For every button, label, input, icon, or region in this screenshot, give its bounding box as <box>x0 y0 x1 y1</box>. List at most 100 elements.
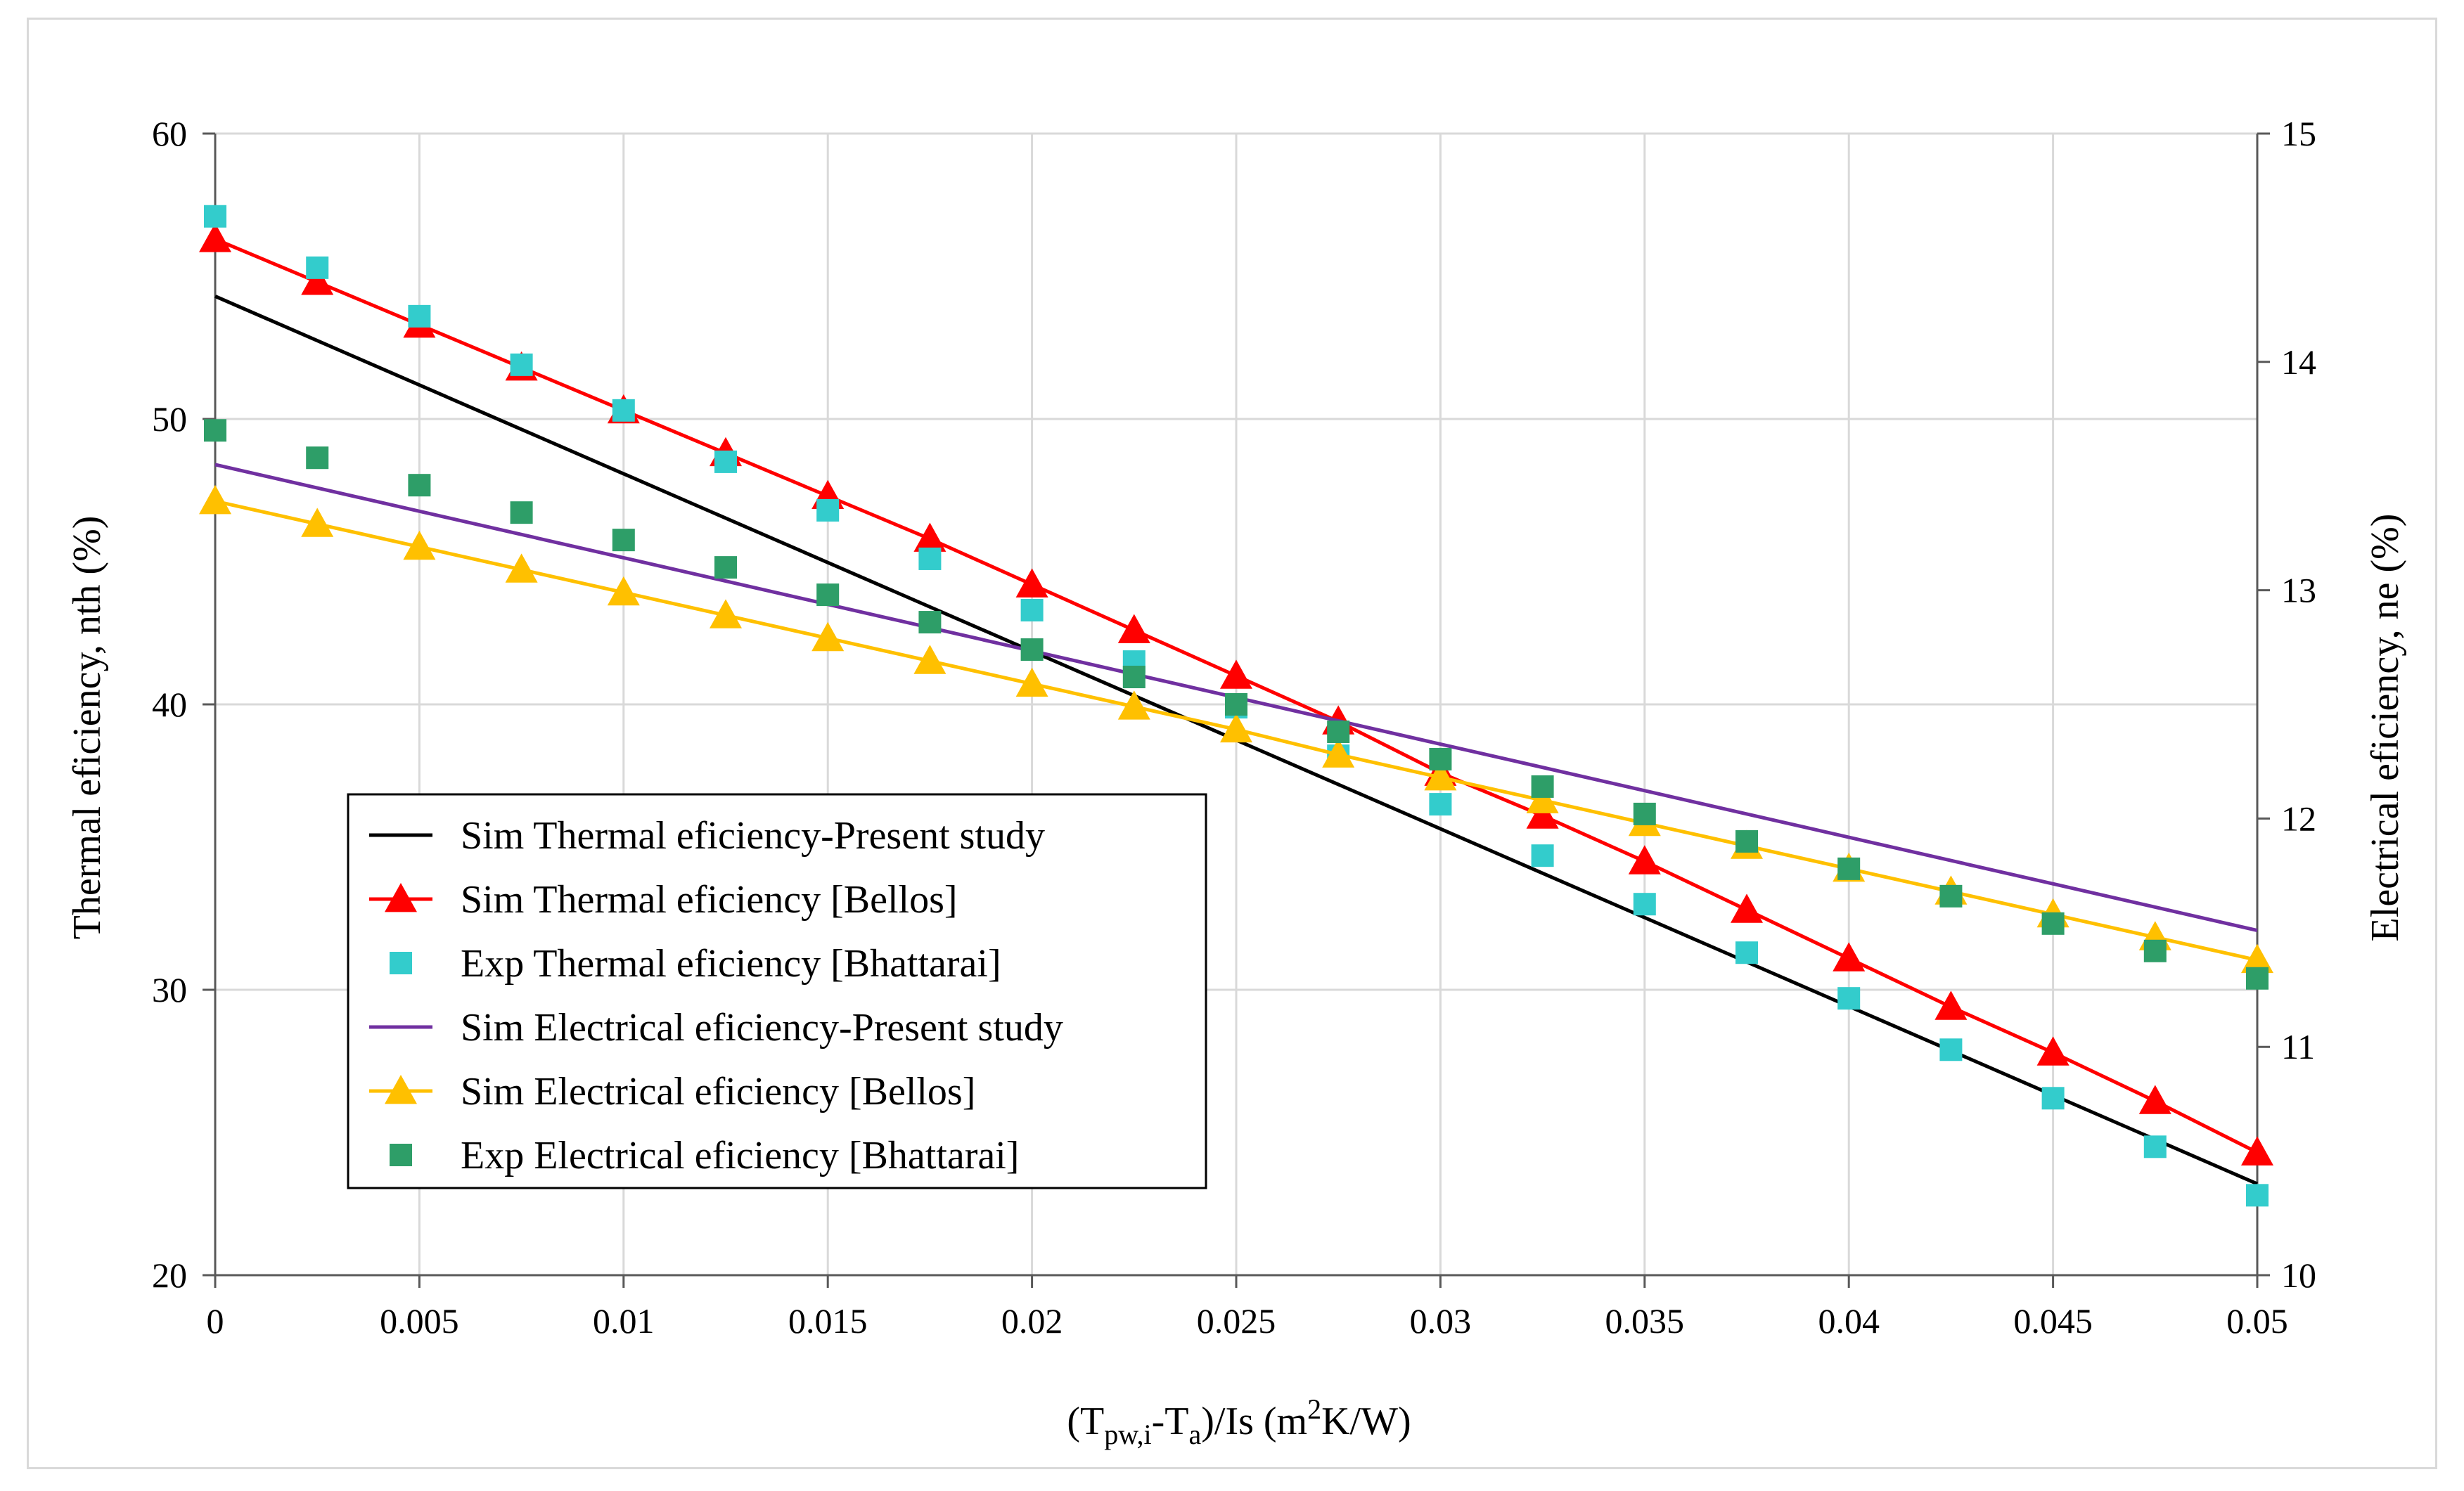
data-point-triangle <box>1117 614 1150 643</box>
data-point-triangle <box>505 553 538 583</box>
data-point-triangle <box>1322 738 1355 768</box>
legend-swatch-square <box>390 952 412 974</box>
data-point-triangle <box>1424 761 1457 791</box>
data-point-square <box>918 611 942 634</box>
data-point-square <box>408 474 431 497</box>
y-axis-right-title: Electrical eficiency, ne (%) <box>2363 514 2407 942</box>
chart-frame <box>27 18 2437 1469</box>
y-right-tick-label: 11 <box>2281 1027 2315 1066</box>
data-point-square <box>1939 1038 1963 1061</box>
legend-label: Exp Electrical eficiency [Bhattarai] <box>461 1134 1019 1177</box>
data-point-square <box>1735 941 1758 964</box>
data-point-square <box>1122 666 1146 689</box>
data-point-square <box>1939 884 1963 908</box>
data-point-square <box>714 450 737 473</box>
data-point-triangle <box>1628 845 1661 874</box>
data-point-triangle <box>811 621 845 652</box>
x-tick-label: 0.045 <box>2013 1301 2093 1341</box>
data-point-square <box>1837 857 1861 880</box>
data-point-square <box>1531 775 1554 798</box>
data-point-square <box>1531 844 1554 867</box>
y-right-tick-label: 14 <box>2281 342 2316 382</box>
legend-label: Sim Electrical eficiency [Bellos] <box>461 1070 975 1114</box>
legend-swatch-square <box>390 1144 412 1166</box>
data-point-triangle <box>1731 893 1763 923</box>
data-point-square <box>1225 693 1247 716</box>
data-point-square <box>1020 599 1044 622</box>
x-tick-label: 0.015 <box>788 1301 868 1341</box>
series-5 <box>204 419 2269 990</box>
data-point-square <box>306 256 329 279</box>
data-point-triangle <box>199 484 231 515</box>
data-point-square <box>204 205 226 228</box>
x-tick-label: 0.035 <box>1605 1301 1685 1341</box>
data-point-square <box>2143 939 2167 962</box>
data-point-triangle <box>1833 942 1866 972</box>
data-point-square <box>2246 1184 2269 1207</box>
data-point-triangle <box>1934 990 1968 1020</box>
data-point-triangle <box>1526 784 1559 813</box>
data-point-triangle <box>1220 713 1252 743</box>
data-point-square <box>510 501 533 524</box>
y-left-tick-label: 50 <box>152 399 187 439</box>
y-axis-left-title: Thermal eficiency, nth (%) <box>65 516 109 940</box>
y-left-tick-label: 40 <box>152 685 187 724</box>
legend-entry: Sim Thermal eficiency-Present study <box>369 814 1045 858</box>
data-point-square <box>1633 893 1656 916</box>
y-left-tick-label: 30 <box>152 970 187 1009</box>
data-point-triangle <box>301 508 334 537</box>
data-point-square <box>1327 720 1350 743</box>
data-point-triangle <box>2241 943 2273 974</box>
legend-label: Sim Electrical eficiency-Present study <box>461 1006 1063 1050</box>
data-point-square <box>2041 912 2065 935</box>
data-point-square <box>2143 1135 2167 1158</box>
x-axis-title-part: (T <box>1067 1400 1104 1443</box>
x-axis-title: (Tpw,i-Ta)/Is (m2K/W) <box>1067 1393 1411 1450</box>
data-point-triangle <box>1526 799 1559 829</box>
legend-entry: Exp Electrical eficiency [Bhattarai] <box>390 1134 1019 1177</box>
legend-swatch-triangle <box>385 883 417 912</box>
data-point-triangle <box>710 599 742 628</box>
series-layer <box>199 205 2273 1207</box>
x-axis-title-sup: 2 <box>1307 1393 1321 1425</box>
legend-label: Sim Thermal eficiency-Present study <box>461 814 1045 858</box>
x-tick-label: 0 <box>207 1301 224 1341</box>
x-tick-label: 0.01 <box>593 1301 655 1341</box>
legend-entry: Sim Electrical eficiency-Present study <box>369 1006 1063 1050</box>
data-point-square <box>1837 987 1861 1010</box>
x-axis-title-part: )/Is (m <box>1201 1400 1307 1443</box>
data-point-triangle <box>913 522 947 552</box>
data-point-square <box>1633 802 1656 825</box>
data-point-square <box>2246 967 2269 990</box>
x-axis-title-part: K/W) <box>1321 1400 1411 1443</box>
y-left-tick-label: 60 <box>152 114 187 153</box>
x-tick-label: 0.05 <box>2226 1301 2288 1341</box>
data-point-triangle <box>913 645 947 674</box>
data-point-square <box>1735 830 1758 853</box>
data-point-triangle <box>1015 568 1048 598</box>
data-point-square <box>2041 1087 2065 1110</box>
legend-label: Exp Thermal eficiency [Bhattarai] <box>461 942 1001 986</box>
x-axis-title-sub: pw,i <box>1104 1419 1151 1450</box>
data-point-square <box>1429 793 1452 816</box>
data-point-triangle <box>2241 1136 2273 1166</box>
data-point-square <box>918 547 942 570</box>
y-right-tick-label: 13 <box>2281 571 2316 610</box>
data-point-square <box>612 529 635 552</box>
data-point-triangle <box>199 223 231 252</box>
data-point-square <box>816 498 840 522</box>
data-point-square <box>816 583 840 607</box>
data-point-square <box>714 556 737 579</box>
data-point-triangle <box>2036 1036 2070 1066</box>
data-point-square <box>1429 747 1452 770</box>
x-tick-label: 0.03 <box>1410 1301 1472 1341</box>
axes <box>203 132 2270 1288</box>
data-point-square <box>306 446 329 470</box>
x-tick-label: 0.02 <box>1001 1301 1063 1341</box>
y-right-tick-label: 15 <box>2281 114 2316 153</box>
x-tick-label: 0.04 <box>1818 1301 1880 1341</box>
legend-entry: Sim Thermal eficiency [Bellos] <box>369 878 958 922</box>
data-point-triangle <box>301 266 334 295</box>
data-point-triangle <box>1015 667 1048 697</box>
